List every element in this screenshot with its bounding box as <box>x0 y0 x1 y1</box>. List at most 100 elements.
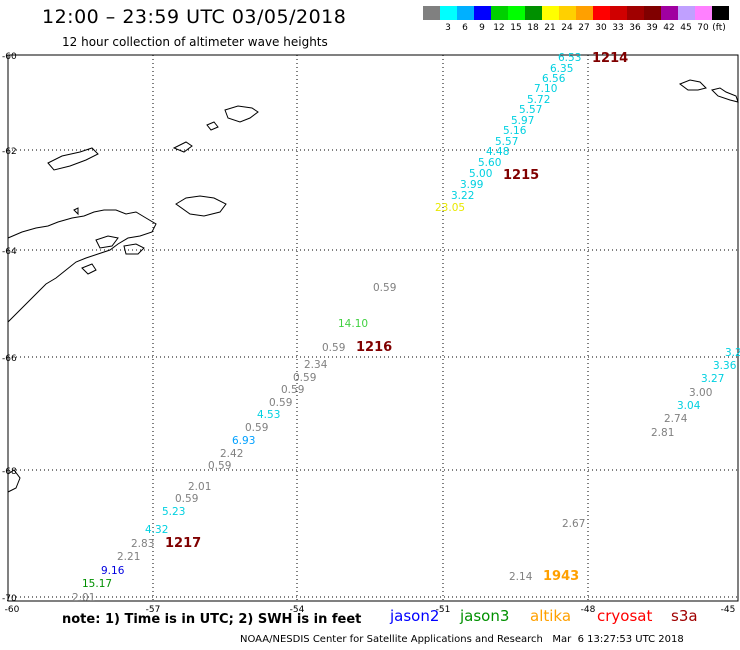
wave-height: 5.00 <box>469 168 492 180</box>
wave-height: 3.00 <box>689 387 712 399</box>
wave-height: 3.22 <box>451 190 474 202</box>
scale-label: 9 <box>479 23 485 33</box>
track-label: 1214 <box>592 51 628 66</box>
lon-axis: -60 -57 -54 -51 -48 -45 <box>5 605 736 615</box>
wave-height: 6.35 <box>550 63 573 75</box>
track-labels: 1214 1215 1216 1217 1943 <box>165 51 628 584</box>
wave-height: 3.27 <box>701 373 724 385</box>
wave-height: 5.23 <box>162 506 185 518</box>
scale-label: 36 <box>629 23 641 33</box>
legend-cryosat: cryosat <box>597 607 653 625</box>
wave-height: 3.99 <box>460 179 483 191</box>
wave-height: 0.59 <box>208 460 231 472</box>
wave-height: 5.72 <box>527 94 550 106</box>
wave-height: 2.67 <box>562 518 585 530</box>
scale-label: 33 <box>612 23 624 33</box>
wave-height: 2.14 <box>509 571 533 583</box>
lon-label: -48 <box>581 605 596 615</box>
wave-height: 2.01 <box>72 592 95 604</box>
wave-height: 0.59 <box>269 397 292 409</box>
wave-height: 4.48 <box>486 146 509 158</box>
scale-swatch <box>593 6 610 20</box>
wave-height: 2.42 <box>220 448 243 460</box>
lon-label: -60 <box>5 605 20 615</box>
wave-height: 2.21 <box>117 551 140 563</box>
scale-swatch <box>423 6 440 20</box>
wave-height: 5.57 <box>495 136 518 148</box>
wave-height: 9.16 <box>101 565 125 577</box>
scale-swatch <box>695 6 712 20</box>
wave-height: 3.2 <box>725 347 740 359</box>
scale-label: 30 <box>595 23 607 33</box>
scale-swatch <box>627 6 644 20</box>
wave-height: 5.97 <box>511 115 534 127</box>
legend-jason2: jason2 <box>390 607 440 625</box>
wave-height: 7.10 <box>534 83 557 95</box>
wave-height: 3.04 <box>677 400 701 412</box>
wave-heights: 6.53 6.35 6.56 7.10 5.72 5.57 5.97 5.16 … <box>72 52 740 604</box>
track-label: 1217 <box>165 536 201 551</box>
scale-label: 42 <box>663 23 675 33</box>
map-title: 12:00 – 23:59 UTC 03/05/2018 <box>42 6 347 28</box>
wave-height: 0.59 <box>293 372 316 384</box>
lat-label: -62 <box>2 147 17 157</box>
scale-label: 3 <box>445 23 451 33</box>
scale-label: 18 <box>527 23 539 33</box>
wave-height: 6.56 <box>542 73 566 85</box>
scale-label: 12 <box>493 23 505 33</box>
lat-label: -66 <box>2 354 17 364</box>
scale-swatch <box>491 6 508 20</box>
legend-jason3: jason3 <box>460 607 510 625</box>
scale-swatch <box>678 6 695 20</box>
wave-height: 2.01 <box>188 481 211 493</box>
track-label: 1216 <box>356 340 392 355</box>
scale-swatch <box>644 6 661 20</box>
scale-swatch <box>559 6 576 20</box>
scale-label: 27 <box>578 23 590 33</box>
wave-height: 0.59 <box>322 342 345 354</box>
scale-swatch <box>661 6 678 20</box>
scale-label: 21 <box>544 23 556 33</box>
legend-s3a: s3a <box>671 607 698 625</box>
track-label: 1215 <box>503 168 539 183</box>
lat-label: -60 <box>2 52 17 62</box>
scale-swatch <box>508 6 525 20</box>
wave-height: 0.59 <box>175 493 198 505</box>
scale-label: 24 <box>561 23 573 33</box>
scale-swatch <box>474 6 491 20</box>
scale-label: 39 <box>646 23 658 33</box>
wave-height: 2.34 <box>304 359 328 371</box>
lon-label: -45 <box>721 605 736 615</box>
wave-height: 23.05 <box>435 202 465 214</box>
wave-height: 2.81 <box>651 427 674 439</box>
scale-label: 15 <box>510 23 522 33</box>
wave-height: 4.32 <box>145 524 168 536</box>
scale-label: 70 <box>697 23 709 33</box>
wave-height: 2.83 <box>131 538 154 550</box>
scale-swatch <box>542 6 559 20</box>
wave-height: 14.10 <box>338 318 368 330</box>
map-frame <box>7 54 739 602</box>
wave-height: 2.74 <box>664 413 688 425</box>
scale-swatch <box>576 6 593 20</box>
lon-label: -51 <box>436 605 451 615</box>
wave-height: 0.59 <box>245 422 268 434</box>
wave-height: 15.17 <box>82 578 112 590</box>
latitude-gridlines <box>8 149 738 598</box>
lat-label: -70 <box>2 594 17 604</box>
scale-swatch <box>610 6 627 20</box>
map-subtitle: 12 hour collection of altimeter wave hei… <box>62 35 328 49</box>
wave-height: 3.36 <box>713 360 737 372</box>
scale-swatch <box>457 6 474 20</box>
scale-swatch <box>525 6 542 20</box>
lat-axis: -60 -62 -64 -66 -68 -70 <box>2 52 17 604</box>
wave-height: 6.53 <box>558 52 581 64</box>
longitude-gridlines <box>152 55 589 601</box>
coastlines <box>7 79 739 493</box>
wave-height: 5.60 <box>478 157 501 169</box>
wave-height: 0.59 <box>281 384 304 396</box>
note-text: note: 1) Time is in UTC; 2) SWH is in fe… <box>62 612 362 627</box>
scale-label: 6 <box>462 23 468 33</box>
wave-height: 0.59 <box>373 282 396 294</box>
